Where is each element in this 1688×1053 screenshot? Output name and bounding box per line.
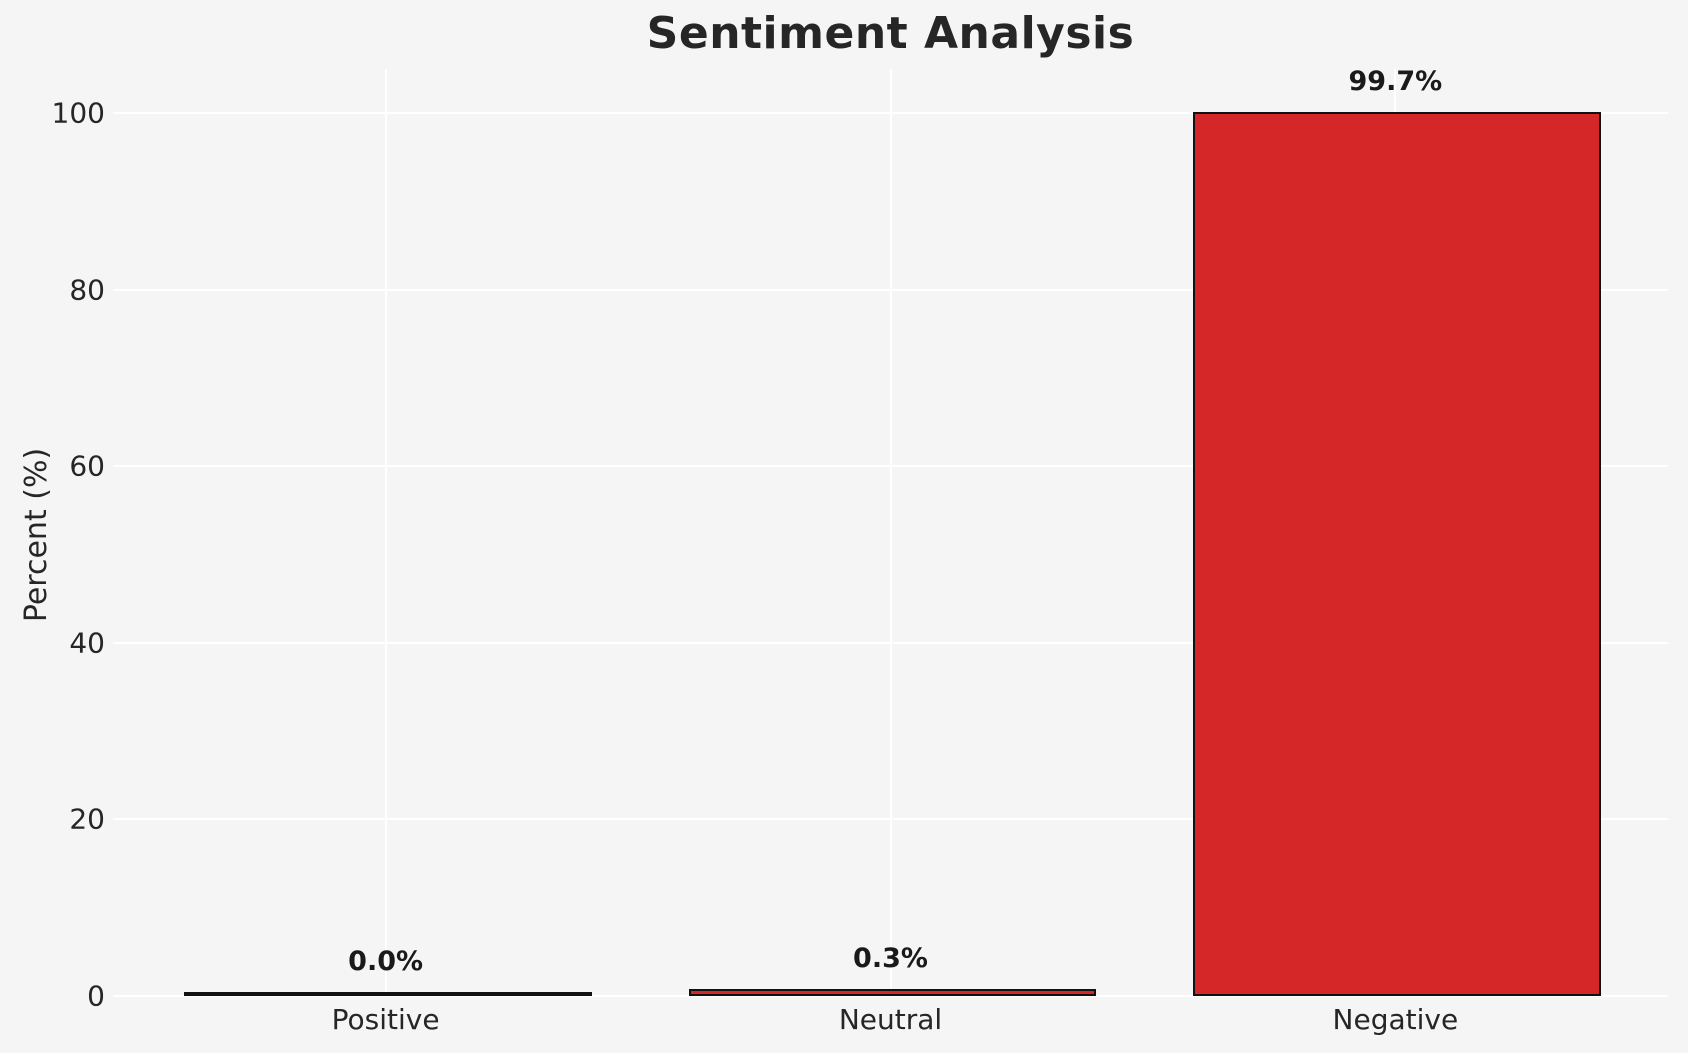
y-tick-label: 40: [69, 626, 105, 660]
y-tick-label: 100: [51, 96, 105, 130]
y-tick-label: 60: [69, 449, 105, 483]
plot-area: [113, 69, 1668, 997]
x-tick-label-negative: Negative: [1332, 1003, 1459, 1036]
chart-title: Sentiment Analysis: [646, 8, 1135, 59]
x-tick-label-neutral: Neutral: [838, 1003, 943, 1036]
y-axis-label: Percent (%): [19, 447, 54, 623]
gridline-horizontal: [113, 995, 1668, 997]
gridline-vertical: [889, 69, 892, 996]
bar-neutral: [688, 989, 1097, 996]
x-tick-label-positive: Positive: [331, 1003, 440, 1036]
bar-value-label: 99.7%: [1348, 65, 1443, 97]
bar-negative: [1193, 111, 1602, 996]
bar-positive: [183, 992, 592, 996]
y-tick-label: 0: [87, 979, 105, 1013]
y-tick-label: 80: [69, 273, 105, 307]
bar-value-label: 0.3%: [853, 943, 928, 975]
gridline-vertical: [384, 69, 387, 996]
bar-value-label: 0.0%: [348, 946, 424, 977]
y-tick-label: 20: [69, 802, 105, 836]
